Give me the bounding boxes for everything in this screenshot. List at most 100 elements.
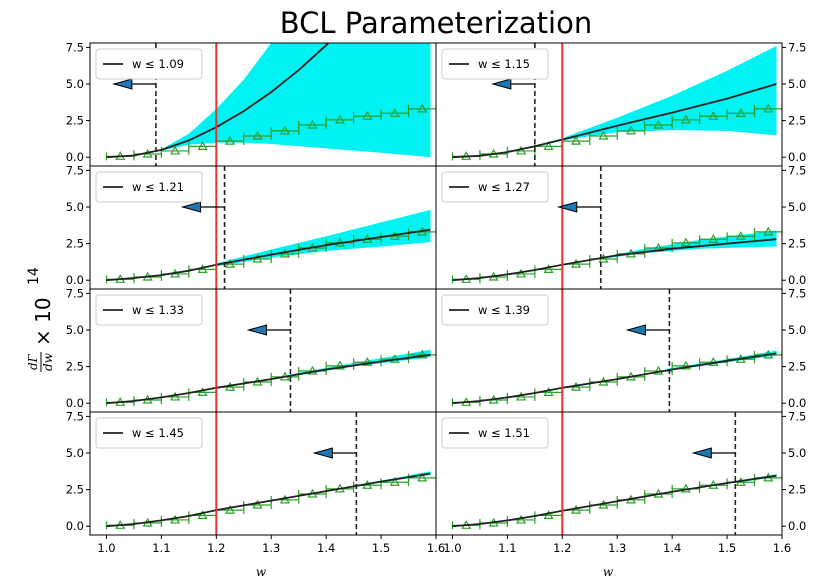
y-tick-label: 7.5 — [66, 163, 84, 177]
legend-label: w ≤ 1.21 — [132, 180, 184, 194]
y-axis-label: dΓ dw × 10 14 — [26, 267, 55, 372]
legend: w ≤ 1.33 — [95, 294, 203, 326]
panel-4: w ≤ 1.27 0.0 2.5 5.0 7.5 — [435, 163, 806, 290]
plot-area — [451, 289, 782, 412]
y-tick-label: 5.0 — [788, 77, 806, 91]
plot-area — [105, 166, 436, 289]
fit-line — [452, 474, 777, 528]
legend: w ≤ 1.51 — [441, 417, 549, 449]
legend-label: w ≤ 1.15 — [478, 57, 530, 71]
y-tick-label: 0.0 — [788, 150, 806, 164]
y-label-exponent: 14 — [26, 267, 42, 285]
y-tick-label: 7.5 — [66, 40, 84, 54]
x-axis-label-right: w — [603, 565, 614, 579]
fit-line — [106, 472, 431, 528]
data-point — [407, 103, 436, 113]
y-label-times: × 10 — [31, 297, 55, 346]
plot-area — [451, 166, 782, 289]
y-tick-label: 0.0 — [66, 396, 84, 410]
uncertainty-band — [161, 43, 431, 158]
panel-6: w ≤ 1.39 0.0 2.5 5.0 7.5 — [435, 286, 806, 413]
y-tick-label: 5.0 — [66, 323, 84, 337]
panel-5: w ≤ 1.33 0.0 2.5 5.0 7.5 — [66, 286, 437, 413]
fit-line — [106, 43, 330, 159]
plot-area — [105, 43, 436, 166]
legend: w ≤ 1.39 — [441, 294, 549, 326]
legend-label: w ≤ 1.27 — [478, 180, 530, 194]
y-tick-label: 2.5 — [66, 483, 84, 497]
plot-area — [105, 412, 436, 535]
y-tick-label: 5.0 — [66, 200, 84, 214]
legend-label: w ≤ 1.33 — [132, 303, 184, 317]
plot-area — [105, 289, 436, 412]
y-tick-label: 5.0 — [788, 200, 806, 214]
panels-grid: w ≤ 1.09 0.0 2.5 5.0 7.5 w ≤ 1.15 0.0 2.5 5.0 7.5… — [66, 40, 807, 555]
y-tick-label: 0.0 — [788, 273, 806, 287]
x-tick-label: 1.4 — [663, 541, 681, 555]
x-tick-label: 1.5 — [718, 541, 736, 555]
x-tick-label: 1.3 — [262, 541, 280, 555]
cut-arrow — [490, 78, 535, 90]
y-tick-label: 2.5 — [66, 114, 84, 128]
y-tick-label: 2.5 — [788, 114, 806, 128]
x-tick-label: 1.0 — [443, 541, 461, 555]
legend: w ≤ 1.21 — [95, 171, 203, 203]
y-tick-label: 0.0 — [66, 273, 84, 287]
y-tick-label: 2.5 — [788, 360, 806, 374]
x-tick-label: 1.5 — [372, 541, 390, 555]
cut-arrow — [246, 324, 291, 336]
x-tick-label: 1.1 — [152, 541, 170, 555]
y-tick-label: 7.5 — [66, 286, 84, 300]
panel-3: w ≤ 1.21 0.0 2.5 5.0 7.5 — [66, 163, 437, 290]
cut-arrow — [180, 201, 225, 213]
x-tick-label: 1.6 — [427, 541, 445, 555]
legend-label: w ≤ 1.09 — [132, 57, 184, 71]
y-tick-label: 5.0 — [66, 77, 84, 91]
data-point — [753, 226, 782, 236]
x-tick-label: 1.6 — [773, 541, 791, 555]
panel-7: w ≤ 1.45 0.0 2.5 5.0 7.5 1.0 1.1 1.2 1.3 1.4 1.5 1.… — [66, 409, 445, 555]
fit-line — [106, 228, 431, 282]
y-tick-label: 0.0 — [66, 150, 84, 164]
legend: w ≤ 1.09 — [95, 48, 203, 80]
data-point — [726, 231, 756, 241]
uncertainty-band — [216, 209, 431, 267]
y-tick-label: 2.5 — [788, 237, 806, 251]
figure-title: BCL Parameterization — [280, 6, 593, 40]
x-tick-label: 1.2 — [207, 541, 225, 555]
legend: w ≤ 1.15 — [441, 48, 549, 80]
legend-label: w ≤ 1.45 — [132, 426, 184, 440]
y-tick-label: 5.0 — [788, 446, 806, 460]
cut-arrow — [625, 324, 670, 336]
y-tick-label: 0.0 — [788, 519, 806, 533]
panel-1: w ≤ 1.09 0.0 2.5 5.0 7.5 — [66, 40, 437, 167]
x-tick-label: 1.3 — [608, 541, 626, 555]
y-tick-label: 7.5 — [788, 163, 806, 177]
y-tick-label: 7.5 — [788, 40, 806, 54]
y-tick-label: 0.0 — [788, 396, 806, 410]
cut-arrow — [312, 447, 357, 459]
x-tick-label: 1.4 — [317, 541, 335, 555]
x-axis-label-left: w — [256, 565, 267, 579]
y-tick-label: 7.5 — [788, 409, 806, 423]
x-tick-label: 1.1 — [498, 541, 516, 555]
x-tick-label: 1.0 — [97, 541, 115, 555]
cut-arrow — [691, 447, 736, 459]
y-tick-label: 2.5 — [788, 483, 806, 497]
cut-arrow — [112, 78, 156, 90]
legend-label: w ≤ 1.39 — [478, 303, 530, 317]
y-tick-label: 7.5 — [788, 286, 806, 300]
legend-label: w ≤ 1.51 — [478, 426, 530, 440]
y-tick-label: 2.5 — [66, 237, 84, 251]
panel-frame — [435, 411, 783, 536]
fit-line — [452, 352, 777, 405]
y-label-denominator: dw — [41, 352, 55, 371]
uncertainty-band — [534, 45, 777, 147]
cut-arrow — [556, 201, 601, 213]
x-axis-labels: w w — [256, 565, 614, 579]
data-point — [753, 103, 782, 113]
y-tick-label: 0.0 — [66, 519, 84, 533]
x-tick-label: 1.2 — [553, 541, 571, 555]
fit-line — [106, 354, 431, 405]
